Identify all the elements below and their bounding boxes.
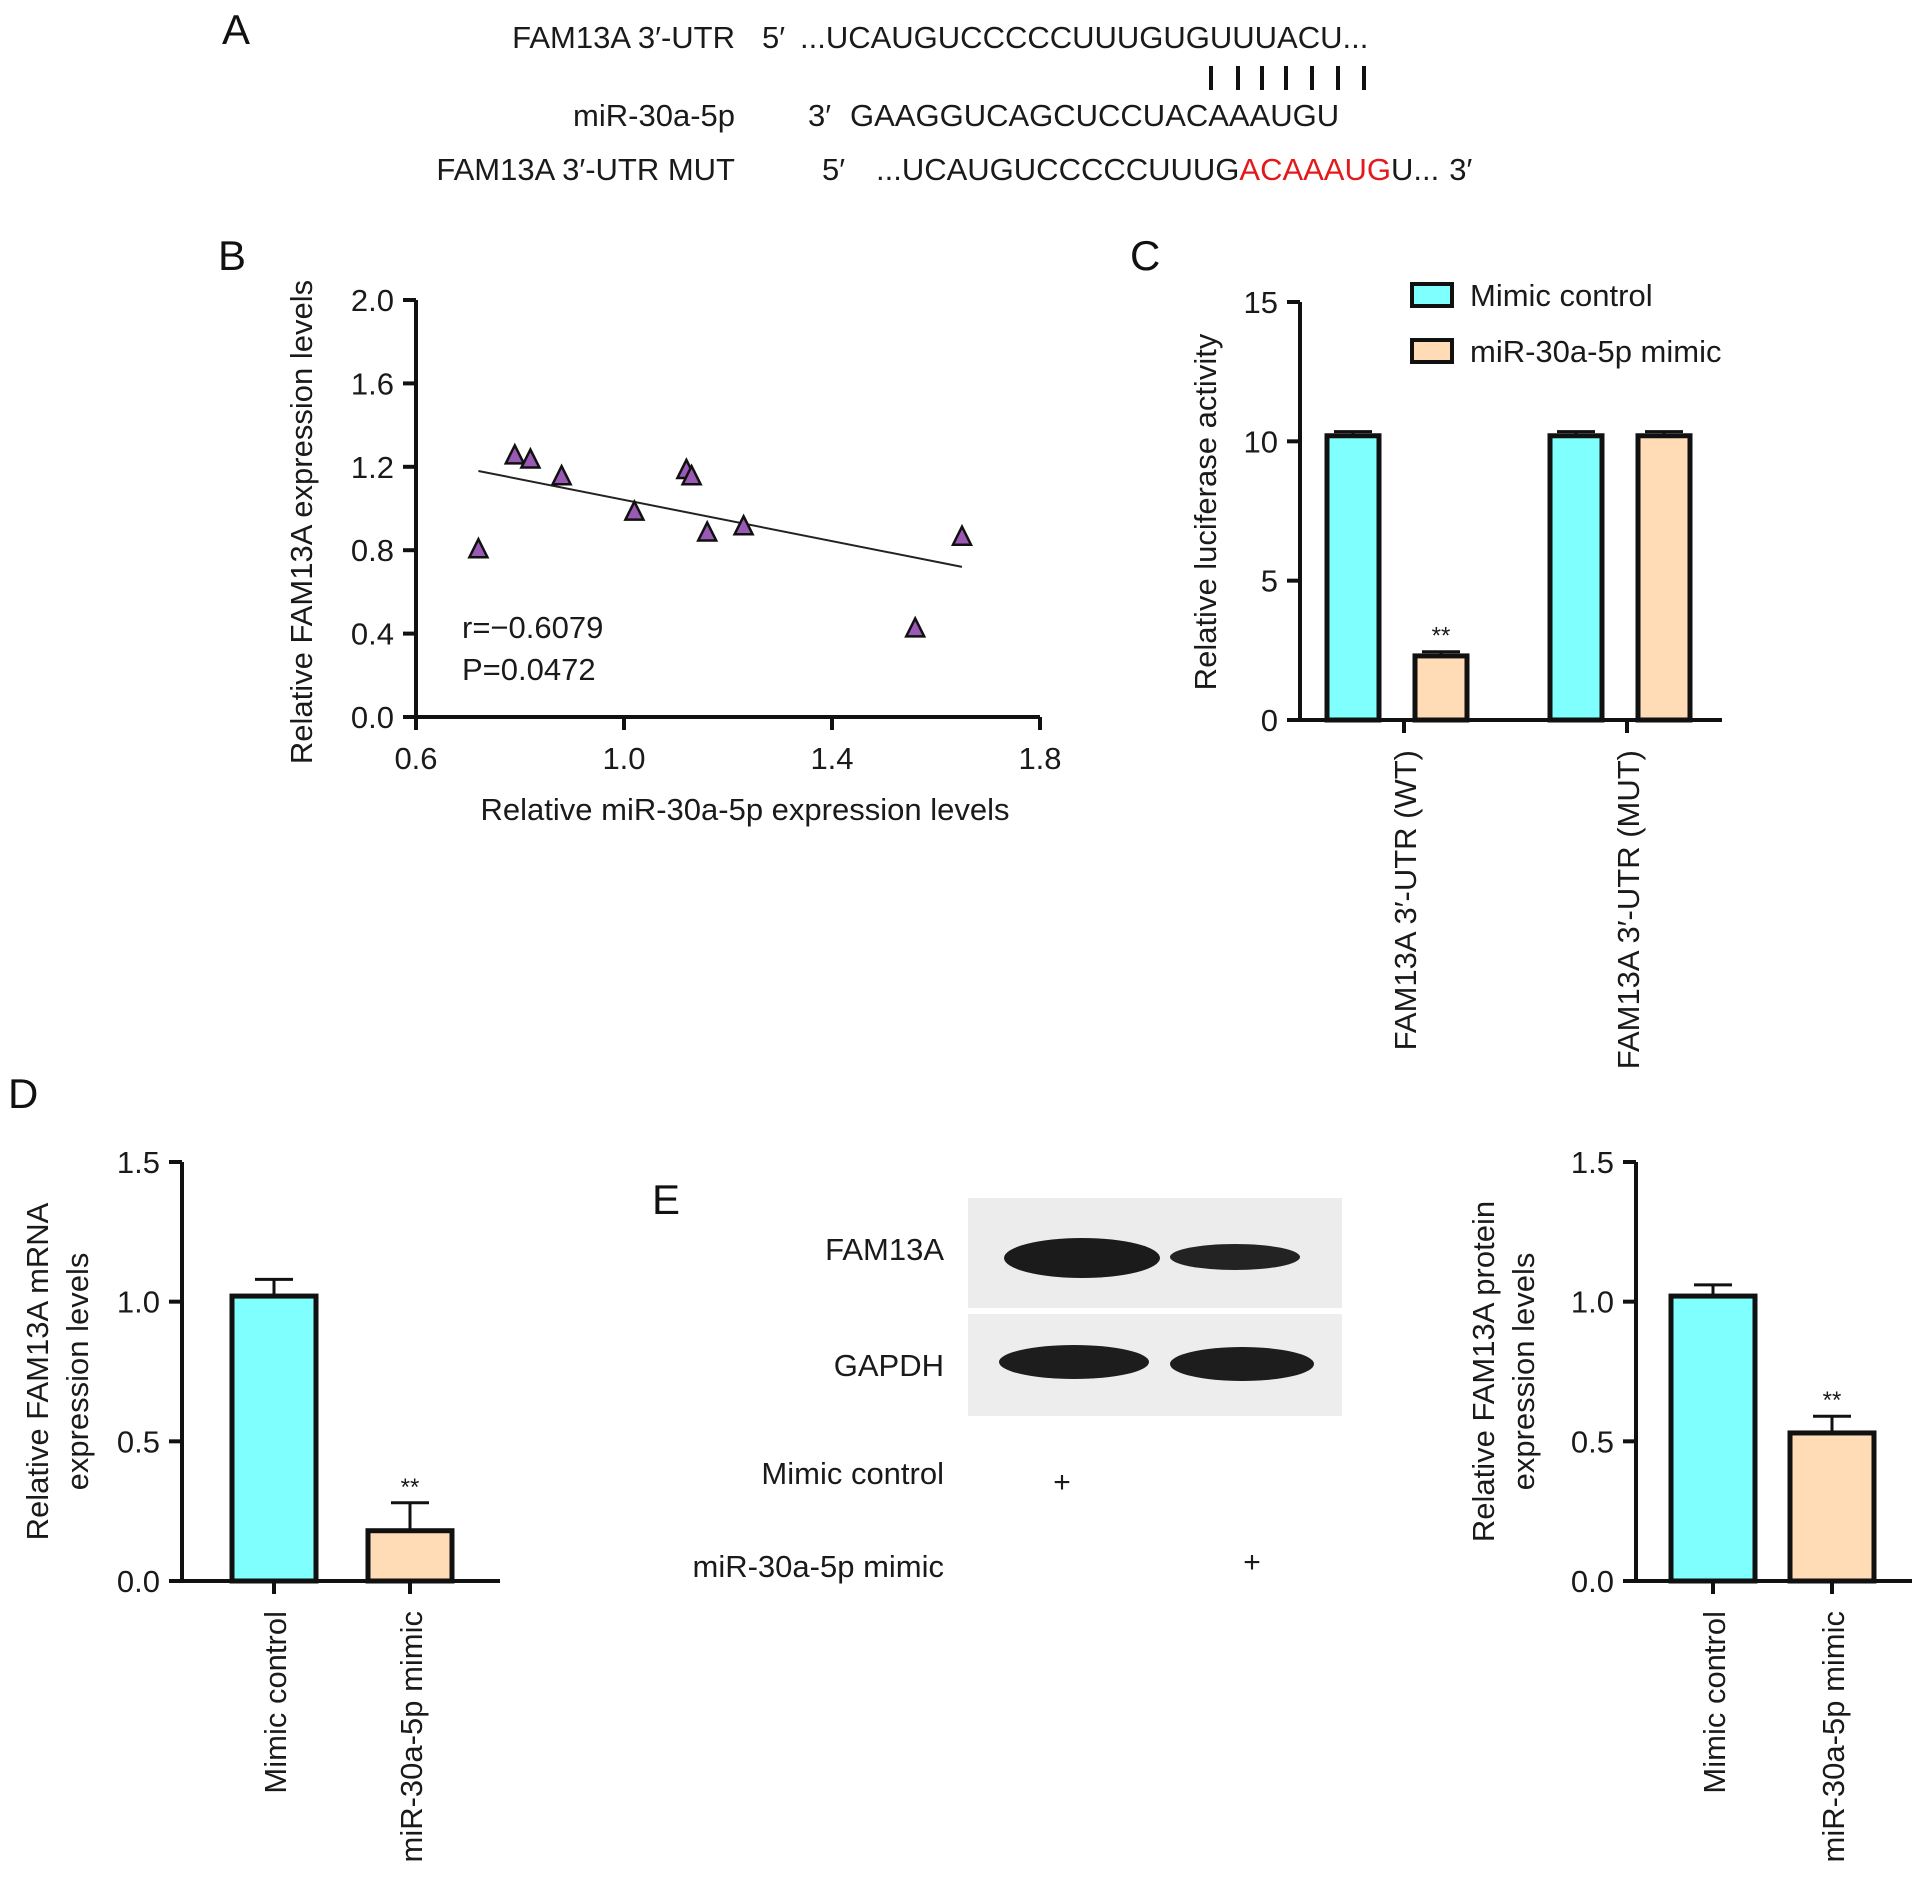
scatter-point xyxy=(732,513,755,536)
blot-plus-lane2: + xyxy=(1243,1546,1261,1579)
x-tick-label-c: FAM13A 3′-UTR (WT) xyxy=(1388,750,1423,1050)
legend-swatch-c xyxy=(1410,338,1454,364)
mut-seq-end: 3′ xyxy=(1449,152,1472,187)
x-tick-label-b: 0.6 xyxy=(394,741,437,776)
y-tick-label-b: 0.4 xyxy=(351,617,394,652)
y-tick-label-d: 1.5 xyxy=(117,1145,160,1180)
band-gapdh-lane1 xyxy=(999,1345,1149,1379)
stat-p: P=0.0472 xyxy=(462,652,596,687)
x-tick-label-d: Mimic control xyxy=(258,1611,293,1794)
scatter-point xyxy=(467,536,490,559)
significance-d: ** xyxy=(401,1474,420,1501)
scatter-point xyxy=(503,442,526,465)
x-tick-label-b: 1.0 xyxy=(602,741,645,776)
sequence-alignment: FAM13A 3′-UTR 5′ ...UCAUGUCCCCCUUUGUGUUU… xyxy=(436,20,1472,187)
stat-r: r=−0.6079 xyxy=(462,610,603,645)
x-tick-label-e: Mimic control xyxy=(1697,1611,1732,1794)
y-tick-label-b: 1.2 xyxy=(351,450,394,485)
x-tick-label-c: FAM13A 3′-UTR (MUT) xyxy=(1611,750,1646,1069)
regression-line xyxy=(478,469,963,568)
scatter-point xyxy=(680,463,703,486)
mir-direction: 3′ xyxy=(808,98,831,133)
band-fam13a-lane2 xyxy=(1170,1244,1300,1270)
blot-row-label-mir-mimic: miR-30a-5p mimic xyxy=(693,1549,944,1584)
scatter-point xyxy=(550,463,573,486)
y-axis-label-c: Relative luciferase activity xyxy=(1188,333,1223,690)
y-tick-label-c: 0 xyxy=(1261,703,1278,738)
y-tick-label-d: 0.5 xyxy=(117,1424,160,1459)
blot-band-label-gapdh: GAPDH xyxy=(834,1348,944,1383)
bar-e-0 xyxy=(1668,1293,1758,1584)
legend-label-c: miR-30a-5p mimic xyxy=(1470,334,1721,369)
y-axis-label-line1-d: Relative FAM13A mRNA xyxy=(20,1202,55,1540)
band-fam13a-lane1 xyxy=(1004,1238,1160,1278)
x-tick-label-d: miR-30a-5p mimic xyxy=(394,1611,429,1862)
panel-label-a: A xyxy=(222,6,250,53)
y-tick-label-b: 2.0 xyxy=(351,283,394,318)
bar-c-0-0 xyxy=(1324,433,1382,723)
blot-row-label-mimic-control: Mimic control xyxy=(761,1456,944,1491)
y-axis-label-line1-e: Relative FAM13A protein xyxy=(1466,1201,1501,1542)
y-tick-label-b: 1.6 xyxy=(351,366,394,401)
legend-label-c: Mimic control xyxy=(1470,278,1653,313)
y-tick-label-c: 15 xyxy=(1244,285,1278,320)
wt-label: FAM13A 3′-UTR xyxy=(512,20,735,55)
bar-d-0 xyxy=(229,1293,319,1584)
x-tick-label-e: miR-30a-5p mimic xyxy=(1816,1611,1851,1862)
scatter-point xyxy=(904,615,927,638)
y-tick-label-c: 5 xyxy=(1261,564,1278,599)
bar-c-1-0 xyxy=(1547,433,1605,723)
legend-swatch-c xyxy=(1410,282,1454,308)
panel-label-d: D xyxy=(8,1070,38,1117)
scatter-point xyxy=(623,498,646,521)
mir-label: miR-30a-5p xyxy=(573,98,735,133)
mut-sequence: ...UCAUGUCCCCCUUUGACAAAUGU... 3′ xyxy=(876,152,1472,187)
x-tick-label-b: 1.4 xyxy=(810,741,853,776)
y-tick-label-d: 1.0 xyxy=(117,1285,160,1320)
mir-sequence: GAAGGUCAGCUCCUACAAAUGU xyxy=(850,98,1339,133)
band-gapdh-lane2 xyxy=(1170,1347,1314,1381)
significance-e: ** xyxy=(1823,1387,1842,1414)
y-axis-label-line2-d: expression levels xyxy=(60,1253,95,1491)
significance-c: ** xyxy=(1432,623,1451,650)
wt-direction: 5′ xyxy=(762,20,785,55)
mut-label: FAM13A 3′-UTR MUT xyxy=(436,152,735,187)
y-tick-label-d: 0.0 xyxy=(117,1564,160,1599)
bar-e-1 xyxy=(1787,1430,1877,1584)
x-tick-label-b: 1.8 xyxy=(1018,741,1061,776)
panel-label-b: B xyxy=(218,232,246,279)
bar-chart-c: 0 5 10 15 Relative luciferase activity ** FAM1… xyxy=(1188,278,1722,1069)
bar-c-1-1 xyxy=(1635,433,1693,723)
scatter-point xyxy=(696,519,719,542)
western-blot: FAM13A GAPDH Mimic control miR-30a-5p mi… xyxy=(693,1198,1342,1584)
bar-c-0-1 xyxy=(1412,653,1470,723)
panel-label-e: E xyxy=(652,1176,680,1223)
mut-seq-mutated: ACAAAUG xyxy=(1239,152,1391,187)
y-axis-label-line2-e: expression levels xyxy=(1506,1253,1541,1491)
y-tick-label-e: 1.5 xyxy=(1571,1145,1614,1180)
panel-label-c: C xyxy=(1130,232,1160,279)
pairing-bars xyxy=(1209,66,1366,90)
scatter-point xyxy=(950,523,974,546)
y-tick-label-e: 0.0 xyxy=(1571,1564,1614,1599)
blot-plus-lane1: + xyxy=(1053,1466,1071,1499)
bar-d-1 xyxy=(365,1528,455,1584)
scatter-point xyxy=(519,446,542,469)
y-tick-label-b: 0.8 xyxy=(351,533,394,568)
blot-band-label-fam13a: FAM13A xyxy=(825,1232,944,1267)
y-tick-label-e: 0.5 xyxy=(1571,1424,1614,1459)
y-axis-label-b: Relative FAM13A expression levels xyxy=(284,280,319,764)
bar-chart-e: 0.0 0.5 1.0 1.5 Relative FAM13A protein expre… xyxy=(1466,1145,1912,1862)
wt-sequence: ...UCAUGUCCCCCUUUGUGUUUACU... xyxy=(800,20,1368,55)
mut-seq-pre: ...UCAUGUCCCCCUUUG xyxy=(876,152,1239,187)
mut-direction: 5′ xyxy=(822,152,845,187)
y-tick-label-e: 1.0 xyxy=(1571,1285,1614,1320)
x-axis-label-b: Relative miR-30a-5p expression levels xyxy=(481,792,1010,827)
mut-seq-post: U... xyxy=(1391,152,1439,187)
bar-chart-d: 0.0 0.5 1.0 1.5 Relative FAM13A mRNA expressi… xyxy=(20,1145,500,1862)
y-tick-label-c: 10 xyxy=(1244,424,1278,459)
y-tick-label-b: 0.0 xyxy=(351,700,394,735)
